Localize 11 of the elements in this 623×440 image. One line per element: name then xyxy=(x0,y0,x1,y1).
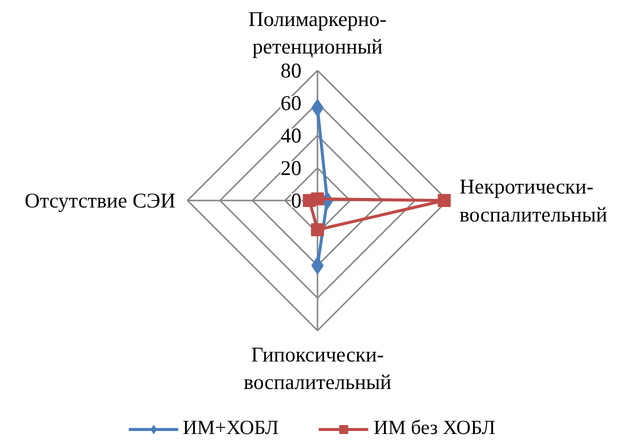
spoke-label: Гипоксически- воспалительный xyxy=(244,342,392,394)
y-tick-label: 60 xyxy=(280,91,302,115)
spoke-label: Отсутствие СЭИ xyxy=(24,188,176,212)
spoke-label: Полимаркерно- ретенционный xyxy=(248,6,387,58)
y-tick-label: 80 xyxy=(280,58,302,82)
spoke-label: Некротически- воспалительный xyxy=(460,174,608,226)
legend-label: ИМ без ХОБЛ xyxy=(374,417,496,440)
y-tick-label: 40 xyxy=(280,124,302,148)
legend-label: ИМ+ХОБЛ xyxy=(182,417,279,440)
y-tick-label: 0 xyxy=(291,188,302,212)
y-tick-label: 20 xyxy=(280,156,302,180)
